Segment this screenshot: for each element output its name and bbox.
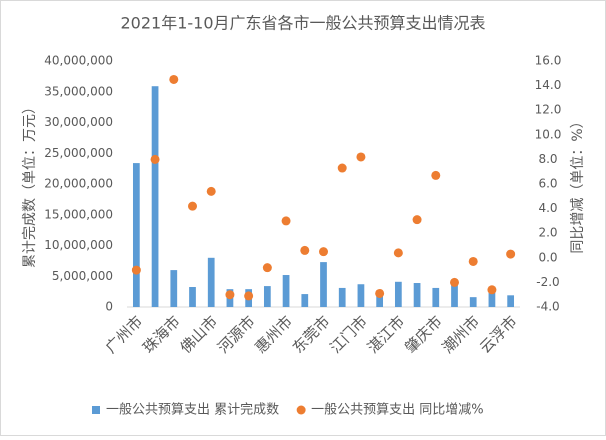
bar [189,287,196,307]
dot [281,216,291,226]
dot [169,74,179,84]
y2-tick-label: 0.0 [538,250,557,264]
bar [207,257,215,307]
bar [469,297,477,307]
bar [320,262,327,307]
dot [300,245,310,255]
dot [356,152,366,162]
y2-axis-label: 同比增减（单位：%） [570,114,586,253]
y-tick-label: 15,000,000 [44,207,113,221]
dot [468,256,478,266]
bar [507,295,515,307]
dot [450,277,459,287]
dot [506,249,516,259]
y2-tick-label: 2.0 [538,226,557,240]
dot [431,170,441,180]
y-tick-label: 10,000,000 [44,238,113,252]
bar [394,281,402,307]
legend-swatch [92,406,100,414]
bar [488,291,496,307]
bar [151,86,159,307]
y2-tick-label: -2.0 [536,275,559,289]
bar [376,295,384,307]
y-tick-label: 25,000,000 [44,146,113,160]
bar [413,283,421,307]
dot [393,248,403,258]
bar [357,284,365,307]
y-tick-label: 30,000,000 [44,115,113,129]
y2-tick-label: 6.0 [538,177,557,191]
dot [319,247,328,257]
bar [263,286,271,307]
bar [282,275,290,307]
dot [412,215,422,225]
bar [132,163,140,307]
y2-tick-label: 8.0 [538,152,557,166]
dot [188,201,197,211]
y-axis-label: 累计完成数（单位：万元） [22,100,38,268]
y2-tick-label: 12.0 [535,103,562,117]
y2-tick-label: 10.0 [535,127,562,141]
y2-tick-label: -4.0 [536,300,559,314]
dot [225,290,235,300]
bar [432,287,440,307]
y2-tick-label: 4.0 [538,201,557,215]
dot [337,163,347,173]
bar [338,287,346,307]
bar [301,294,309,307]
bar [451,282,458,307]
y-tick-label: 5,000,000 [52,269,113,283]
y-tick-label: 20,000,000 [44,177,113,191]
y-tick-label: 40,000,000 [44,54,113,68]
legend-label: 一般公共预算支出 累计完成数 [106,402,279,418]
dot [375,288,385,298]
dot [150,154,160,164]
y2-tick-label: 14.0 [535,78,562,92]
dot [206,186,216,196]
dot [131,265,141,275]
legend-label: 一般公共预算支出 同比增减% [311,402,484,418]
legend-swatch [296,405,306,415]
y2-tick-label: 16.0 [535,54,562,68]
y-tick-label: 35,000,000 [44,84,113,98]
chart-title: 2021年1-10月广东省各市一般公共预算支出情况表 [120,14,485,33]
dot [487,285,497,295]
y-tick-label: 0 [105,300,113,314]
dot [244,291,254,301]
dot [262,263,272,273]
bar [170,270,178,307]
